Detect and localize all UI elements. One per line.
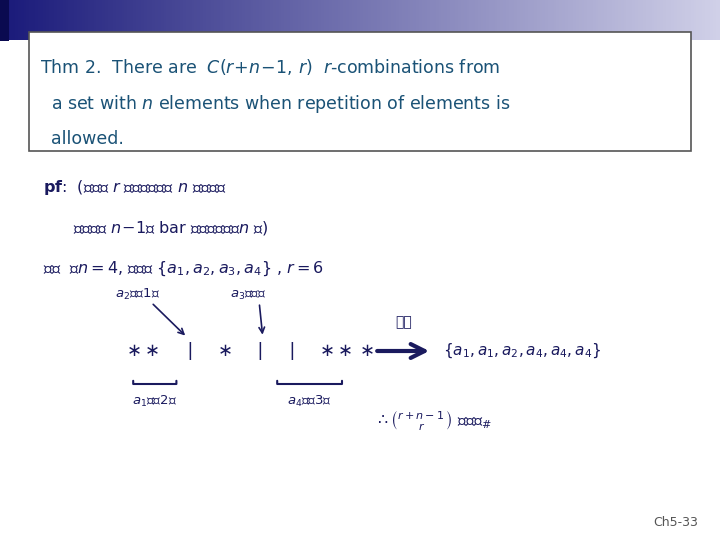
Text: a set with $n$ elements when repetition of elements is: a set with $n$ elements when repetition … — [40, 93, 510, 116]
Text: $a_1$出現2次: $a_1$出現2次 — [132, 394, 177, 409]
Text: 例：  設$n = 4$, 集合為 $\{a_1, a_2, a_3, a_4\}$ , $r = 6$: 例： 設$n = 4$, 集合為 $\{a_1, a_2, a_3, a_4\}… — [43, 259, 324, 278]
FancyBboxPatch shape — [29, 32, 691, 151]
Text: $a_3$不出現: $a_3$不出現 — [230, 289, 267, 302]
Text: $\ast\ast$  |  $\ast$  |  |  $\ast\ast\ast$: $\ast\ast$ | $\ast$ | | $\ast\ast\ast$ — [126, 340, 374, 362]
Text: Thm 2.  There are  $C(r\!+\!n\!-\!1,\, r)$  $r$-combinations from: Thm 2. There are $C(r\!+\!n\!-\!1,\, r)$… — [40, 57, 500, 77]
Text: 取法: 取法 — [395, 315, 412, 329]
Bar — [0, 0, 9, 40]
Text: $\mathbf{pf}$:  (視為有 $r$ 個＊，要放入 $n$ 個區域，: $\mathbf{pf}$: (視為有 $r$ 個＊，要放入 $n$ 個區域， — [43, 178, 227, 197]
Text: $a_2$出現1次: $a_2$出現1次 — [115, 287, 160, 302]
Text: $\{a_1, a_1, a_2, a_4, a_4, a_4\}$: $\{a_1, a_1, a_2, a_4, a_4, a_4\}$ — [443, 342, 601, 360]
Text: 故需插入 $n\!-\!1$個 bar 將這些＊隔成$n$ 區): 故需插入 $n\!-\!1$個 bar 將這些＊隔成$n$ 區) — [43, 219, 269, 237]
Text: $\therefore \binom{r+n-1}{r}$ 種方法$_\#$: $\therefore \binom{r+n-1}{r}$ 種方法$_\#$ — [374, 409, 492, 433]
Text: $a_4$出現3次: $a_4$出現3次 — [287, 394, 332, 409]
Text: allowed.: allowed. — [40, 130, 123, 148]
Text: Ch5-33: Ch5-33 — [654, 516, 698, 529]
